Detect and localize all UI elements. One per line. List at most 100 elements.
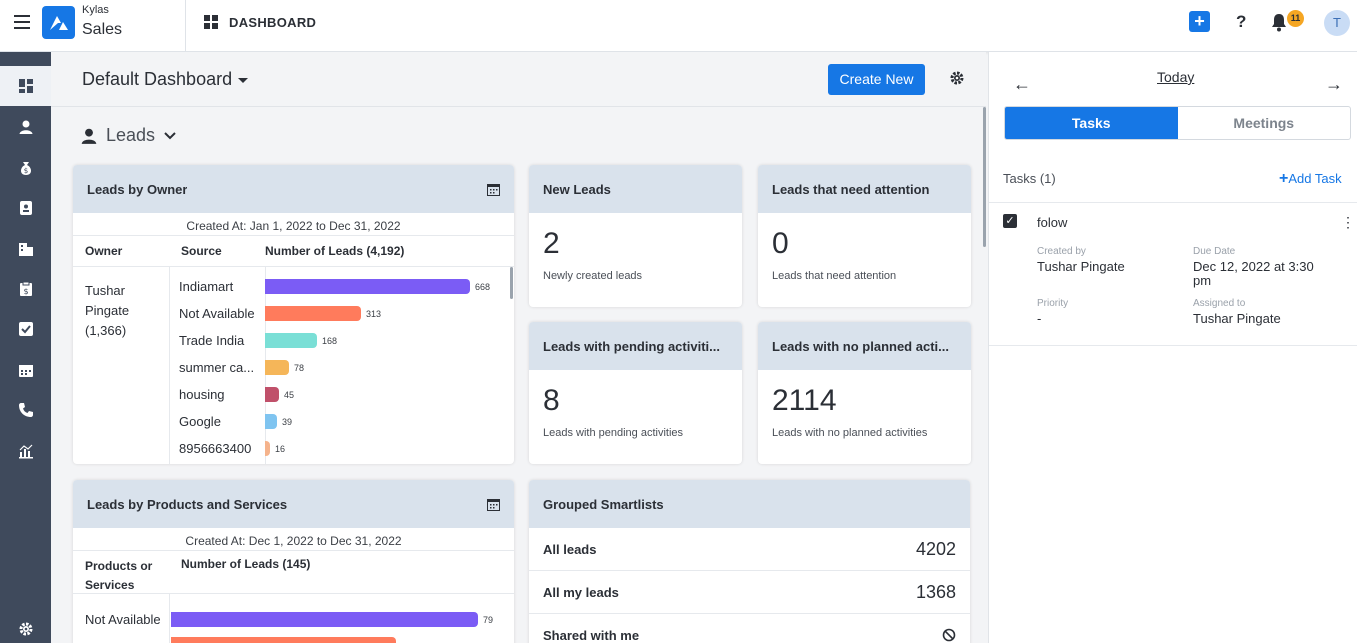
- kpi-value: 8: [543, 384, 560, 417]
- gear-icon[interactable]: [949, 70, 965, 86]
- created-by-label: Created by: [1037, 246, 1086, 257]
- avatar[interactable]: T: [1324, 10, 1350, 36]
- bar[interactable]: [265, 441, 270, 456]
- kpi-value: 2114: [772, 384, 837, 417]
- kpi-subtitle: Newly created leads: [543, 270, 643, 282]
- card-header: Leads that need attention: [758, 165, 971, 213]
- date-label[interactable]: Today: [1157, 69, 1195, 85]
- smartlist-row[interactable]: Shared with me: [529, 614, 970, 643]
- nav-leads[interactable]: [0, 107, 51, 147]
- kpi-subtitle: Leads with no planned activities: [772, 427, 928, 439]
- calendar-icon[interactable]: [487, 498, 500, 511]
- more-options-icon[interactable]: ⋮: [1341, 214, 1355, 230]
- bar-row: [73, 631, 401, 643]
- due-date-label: Due Date: [1193, 246, 1236, 257]
- smartlist-label: All my leads: [543, 584, 619, 600]
- card-title: Leads that need attention: [772, 181, 930, 197]
- bar-row: housing 45: [169, 381, 294, 408]
- bar-row: 8956663400 16: [169, 435, 285, 462]
- card-title: Leads with no planned acti...: [772, 338, 949, 354]
- help-icon[interactable]: ?: [1236, 12, 1247, 31]
- bar-row: Not Available 79: [73, 606, 493, 633]
- kylas-logo-icon[interactable]: [42, 6, 75, 39]
- nav-contacts[interactable]: [0, 188, 51, 228]
- nav-settings[interactable]: [0, 609, 51, 643]
- kpi-card-new-leads[interactable]: New Leads 2 Newly created leads: [529, 165, 742, 307]
- tab-meetings[interactable]: Meetings: [1233, 115, 1295, 131]
- bar-row: Trade India 168: [169, 327, 337, 354]
- card-header: Grouped Smartlists: [529, 480, 970, 528]
- dashboard-icon: [18, 79, 33, 93]
- bell-icon[interactable]: [1270, 12, 1288, 32]
- column-header: Source: [181, 244, 222, 258]
- task-checkbox[interactable]: ✓: [1003, 214, 1017, 228]
- bar[interactable]: [171, 637, 396, 643]
- smartlist-row[interactable]: All my leads 1368: [529, 571, 970, 614]
- bar-row: summer ca... 78: [169, 354, 304, 381]
- brand-name: Kylas: [82, 4, 109, 16]
- nav-calls[interactable]: [0, 390, 51, 430]
- card-header: Leads with no planned acti...: [758, 322, 971, 370]
- kpi-card-pending-activities[interactable]: Leads with pending activiti... 8 Leads w…: [529, 322, 742, 464]
- divider: [169, 594, 170, 643]
- section-title: Leads: [106, 125, 156, 145]
- menu-icon[interactable]: [14, 15, 30, 29]
- calendar-icon[interactable]: [487, 183, 500, 196]
- smartlist-row[interactable]: All leads 4202: [529, 528, 970, 571]
- card-header: Leads by Owner: [73, 165, 514, 213]
- top-bar: Kylas Sales DASHBOARD + ? 11 T: [0, 0, 1357, 52]
- priority-value: -: [1037, 311, 1042, 326]
- section-toggle-leads[interactable]: Leads: [80, 125, 177, 146]
- nav-meetings[interactable]: [0, 350, 51, 390]
- arrow-right-icon[interactable]: →: [1325, 74, 1343, 94]
- calendar-icon: [18, 365, 33, 377]
- bar-value: 168: [322, 335, 338, 346]
- column-header: Number of Leads (145): [181, 557, 311, 571]
- bar-row: Indiamart 668: [169, 273, 490, 300]
- money-bag-icon: $: [20, 162, 31, 175]
- bar[interactable]: [265, 279, 470, 294]
- card-header: Leads with pending activiti...: [529, 322, 742, 370]
- bar-row: Not Available 313: [169, 300, 381, 327]
- scrollbar[interactable]: [983, 107, 986, 247]
- gear-icon: [19, 622, 32, 636]
- bar-value: 79: [483, 614, 494, 625]
- bar[interactable]: [265, 414, 277, 429]
- source-label: Google: [179, 414, 221, 429]
- create-new-button[interactable]: Create New: [828, 64, 925, 95]
- nav-tasks[interactable]: [0, 309, 51, 349]
- smartlist-count: 1368: [915, 581, 956, 602]
- tab-tasks[interactable]: Tasks: [1005, 107, 1178, 139]
- brand-product: Sales: [82, 21, 123, 38]
- clipboard-icon: $: [19, 281, 32, 296]
- dashboard-main: Default Dashboard Create New Leads Leads…: [51, 52, 986, 643]
- dashboard-grid-icon: [204, 15, 218, 29]
- scrollbar[interactable]: [510, 267, 513, 299]
- nav-deals[interactable]: $: [0, 148, 51, 188]
- nav-dashboard[interactable]: [0, 66, 51, 106]
- quick-add-button[interactable]: +: [1189, 11, 1210, 32]
- bar[interactable]: [171, 612, 478, 627]
- bar[interactable]: [265, 387, 279, 402]
- kpi-card-attention[interactable]: Leads that need attention 0 Leads that n…: [758, 165, 971, 307]
- kpi-subtitle: Leads that need attention: [772, 270, 897, 282]
- nav-quotes[interactable]: $: [0, 269, 51, 309]
- bar[interactable]: [265, 360, 289, 375]
- add-task-button[interactable]: +Add Task: [1279, 170, 1342, 188]
- assigned-to-value: Tushar Pingate: [1193, 311, 1281, 326]
- arrow-left-icon[interactable]: ←: [1013, 74, 1031, 94]
- bar[interactable]: [265, 306, 361, 321]
- bar-value: 313: [366, 308, 382, 319]
- dashboard-selector[interactable]: Default Dashboard: [82, 69, 249, 90]
- divider: [185, 0, 186, 52]
- kpi-value: 0: [772, 227, 789, 260]
- bar-value: 16: [275, 443, 286, 454]
- nav-companies[interactable]: [0, 229, 51, 269]
- card-title: Grouped Smartlists: [543, 496, 664, 512]
- task-name[interactable]: folow: [1037, 215, 1068, 230]
- kpi-card-no-planned-activities[interactable]: Leads with no planned acti... 2114 Leads…: [758, 322, 971, 464]
- table-header: Products or Services Number of Leads (14…: [73, 550, 514, 594]
- nav-reports[interactable]: [0, 431, 51, 471]
- bar[interactable]: [265, 333, 317, 348]
- date-range: Created At: Dec 1, 2022 to Dec 31, 2022: [185, 534, 402, 548]
